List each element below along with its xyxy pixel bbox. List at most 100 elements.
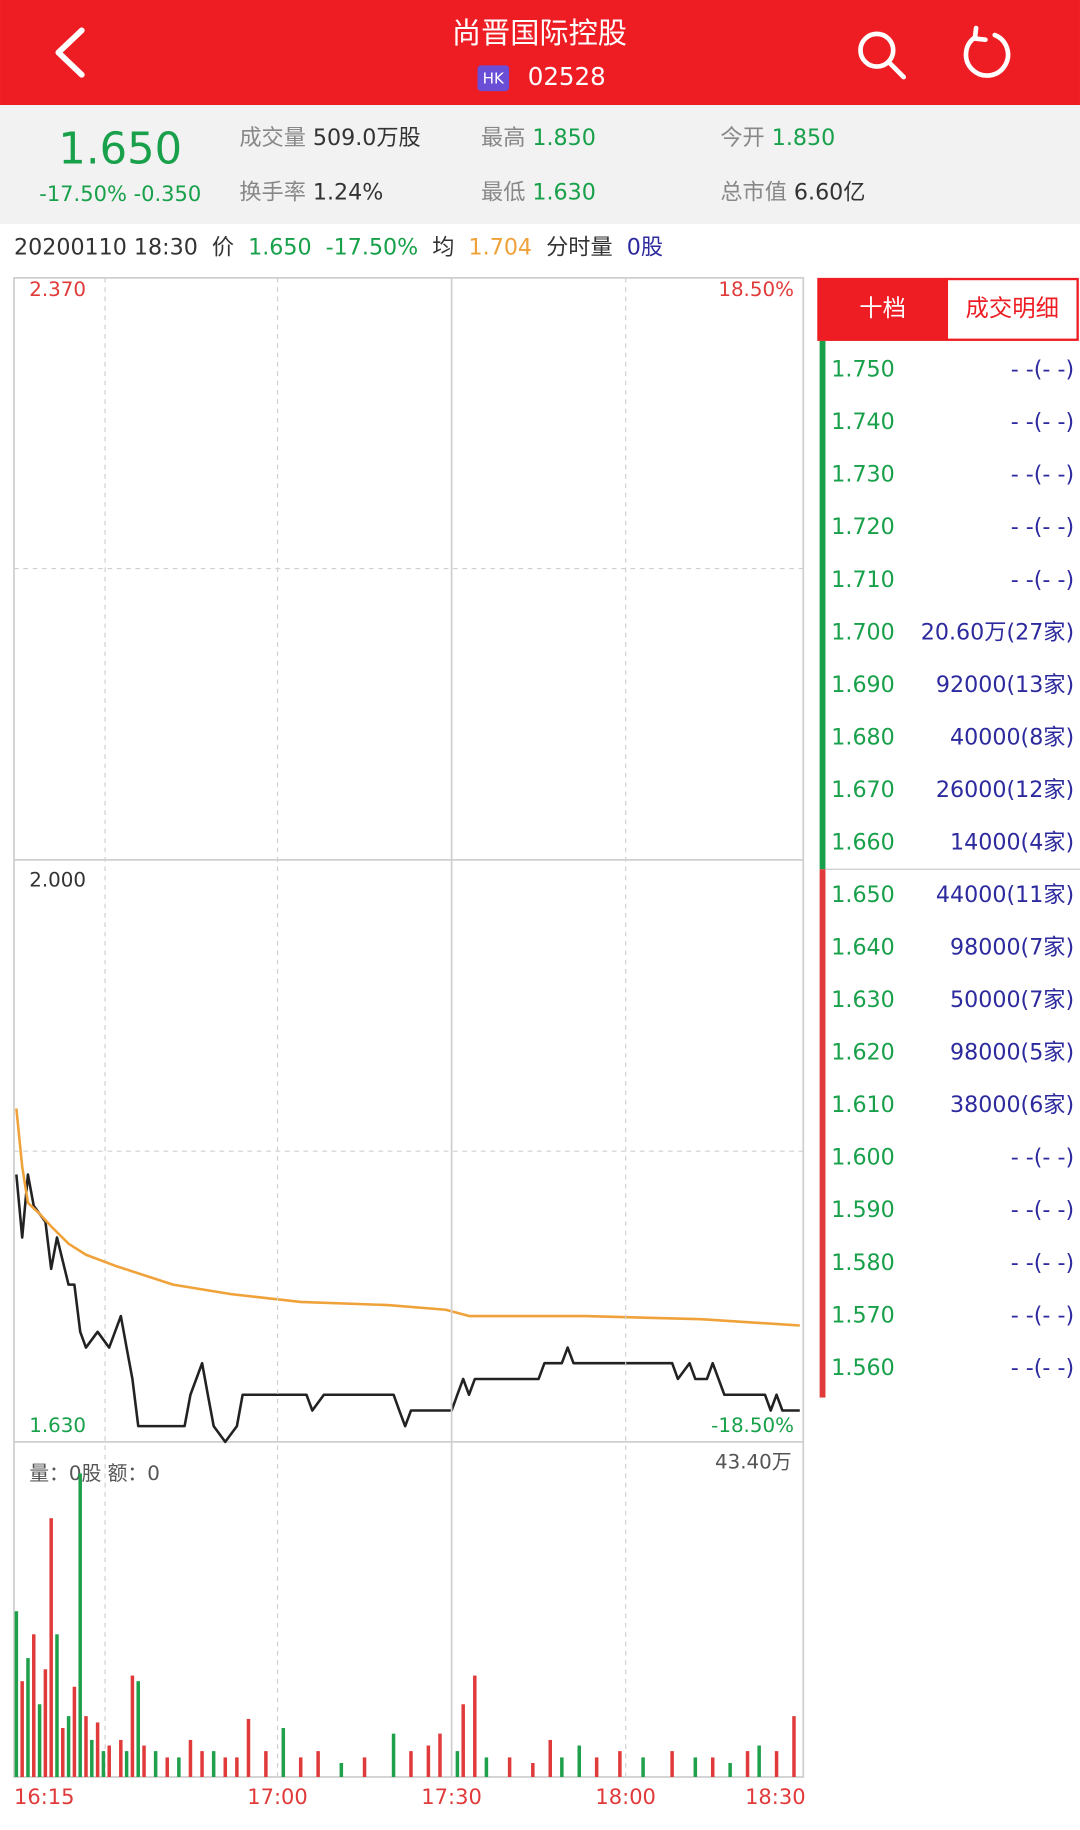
book-price: 1.610 (831, 1092, 894, 1118)
book-price: 1.740 (831, 409, 894, 435)
info-avg: 1.704 (469, 234, 532, 260)
field-label: 换手率 (239, 179, 306, 205)
y-tick-label: 43.40万 (715, 1450, 792, 1473)
book-price: 1.560 (831, 1355, 894, 1381)
volume-label: 量：0股 额：0 (29, 1462, 160, 1485)
volume-bar (61, 1728, 65, 1777)
back-button[interactable] (55, 27, 85, 78)
volume-bar (211, 1751, 216, 1777)
volume-bar (473, 1675, 477, 1777)
book-volume: 38000(6家) (950, 1092, 1074, 1118)
chart-frame (13, 276, 805, 1778)
volume-bar (316, 1751, 320, 1777)
market-badge (477, 65, 510, 92)
book-volume: - -(- -) (1011, 357, 1074, 383)
book-price: 1.570 (831, 1302, 894, 1328)
volume-bar (246, 1718, 251, 1777)
field-label: 总市值 (720, 179, 787, 205)
volume-bar (281, 1728, 286, 1777)
volume-bar (693, 1757, 698, 1777)
x-tick-label: 18:30 (745, 1784, 806, 1809)
price-line (15, 1108, 800, 1327)
volume-bar (43, 1669, 48, 1777)
book-price: 1.750 (831, 357, 894, 383)
field-label: 最低 (481, 179, 525, 205)
header-bar (0, 0, 1080, 106)
volume-bar (72, 1686, 77, 1777)
book-price: 1.640 (831, 935, 894, 961)
book-volume: - -(- -) (1011, 1250, 1074, 1276)
volume-bar (142, 1745, 146, 1777)
book-volume: 40000(8家) (950, 724, 1074, 750)
last-price: 1.650 (58, 124, 182, 174)
book-price: 1.670 (831, 777, 894, 803)
plot: 2.370 2.000 1.630 18.50% -18.50% 16:15 17:00 17… (14, 277, 806, 1809)
volume-bar (560, 1757, 564, 1777)
quote-field: 成交量 509.0万股 (239, 124, 420, 150)
volume-bar (124, 1751, 129, 1777)
volume-bar (130, 1675, 135, 1777)
book-volume: 98000(5家) (950, 1040, 1074, 1066)
book-volume: - -(- -) (1011, 409, 1074, 435)
stock-name: 尚晋国际控股 (452, 16, 627, 50)
volume-bar (177, 1757, 181, 1777)
price-line (15, 1173, 800, 1444)
book-volume: - -(- -) (1011, 1197, 1074, 1223)
field-value: 1.850 (532, 124, 595, 150)
search-button[interactable] (858, 31, 907, 80)
volume-bar (264, 1751, 268, 1777)
book-volume: 20.60万(27家) (921, 619, 1074, 645)
quote-field: 最低 1.630 (481, 179, 596, 205)
volume-bar (165, 1757, 169, 1777)
book-volume: - -(- -) (1011, 1302, 1074, 1328)
info-vol-label: 分时量 (546, 234, 613, 260)
volume-bar (461, 1704, 465, 1777)
book-volume: - -(- -) (1011, 567, 1074, 593)
info-vol: 0股 (627, 234, 663, 260)
volume-bar (594, 1757, 599, 1777)
book-price: 1.690 (831, 672, 894, 698)
volume-bar (49, 1518, 53, 1777)
volume-bar (153, 1751, 158, 1777)
volume-bar (84, 1716, 88, 1777)
book-price: 1.680 (831, 724, 894, 750)
field-label: 今开 (720, 124, 764, 150)
book-volume: - -(- -) (1011, 462, 1074, 488)
tab-active[interactable] (817, 277, 947, 341)
volume-bar (37, 1704, 42, 1777)
book-price: 1.620 (831, 1040, 894, 1066)
book-volume: 26000(12家) (936, 777, 1074, 803)
stock-code: 02528 (528, 62, 606, 91)
x-tick-label: 17:30 (421, 1784, 482, 1809)
volume-bar (391, 1733, 396, 1777)
y2-tick-label: -18.50% (711, 1414, 794, 1437)
book-price: 1.600 (831, 1145, 894, 1171)
field-value: 1.630 (532, 179, 595, 205)
book-volume: - -(- -) (1011, 514, 1074, 540)
tab-inactive[interactable] (945, 277, 1079, 341)
field-value: 6.60亿 (794, 179, 866, 205)
volume-bar (20, 1681, 24, 1777)
volume-bar (618, 1751, 622, 1777)
volume-bar (14, 1611, 19, 1777)
book-price: 1.650 (831, 882, 894, 908)
tab-label: 成交明细 (966, 294, 1059, 322)
book-price: 1.660 (831, 829, 894, 855)
volume-bar (32, 1634, 36, 1777)
volume-bar (55, 1634, 59, 1777)
volume-bar (670, 1751, 674, 1777)
price-change: -17.50% -0.350 (39, 181, 201, 206)
book-volume: - -(- -) (1011, 1145, 1074, 1171)
y-tick-label: 2.370 (29, 278, 86, 301)
volume-bar (548, 1739, 552, 1777)
book-price: 1.720 (831, 514, 894, 540)
volume-bar (507, 1757, 512, 1777)
volume-bar (641, 1757, 645, 1777)
volume-bar (26, 1658, 30, 1777)
refresh-button[interactable] (963, 25, 1011, 78)
book-price: 1.700 (831, 619, 894, 645)
volume-bar (107, 1745, 111, 1777)
x-tick-label: 16:15 (14, 1784, 75, 1809)
info-line: 20200110 18:30 价 1.650 -17.50% 均 1.704 分… (14, 234, 663, 260)
